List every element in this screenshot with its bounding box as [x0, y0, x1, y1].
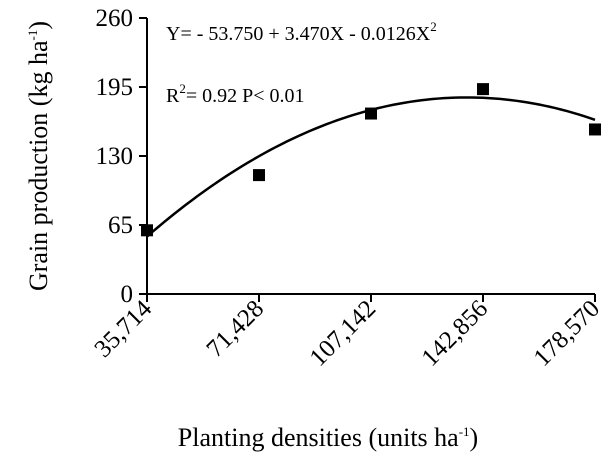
y-ticks: 0 65 130 195 260	[96, 5, 147, 308]
data-point	[253, 169, 265, 182]
y-tick-label: 195	[96, 74, 134, 101]
x-tick-label: 178,570	[529, 295, 601, 372]
x-ticks: 35,714 71,428 107,142 142,856 178,570	[90, 294, 601, 372]
y-axis-title-sup: -1	[25, 30, 40, 41]
x-axis-title-tail: )	[470, 423, 479, 452]
x-axis-title-main: Planting densities (units ha	[178, 423, 459, 452]
equation-superscript: 2	[430, 19, 437, 34]
data-point	[365, 107, 377, 120]
y-tick-label: 0	[121, 281, 134, 308]
y-tick-label: 65	[108, 212, 133, 239]
data-point	[141, 224, 153, 237]
data-point	[589, 123, 601, 136]
data-points	[141, 83, 601, 237]
r2-value: = 0.92 P< 0.01	[186, 85, 305, 107]
y-axis-title-main: Grain production (kg ha	[24, 40, 53, 291]
y-axis-title: Grain production (kg ha-1)	[24, 21, 53, 291]
x-axis-title: Planting densities (units ha-1)	[178, 423, 478, 452]
x-tick-label: 71,428	[202, 295, 270, 363]
x-tick-label: 107,142	[305, 295, 382, 372]
r2-annotation: R2= 0.92 P< 0.01	[166, 81, 305, 107]
x-tick-label: 142,856	[417, 295, 494, 372]
y-tick-label: 260	[96, 5, 134, 32]
y-axis-title-tail: )	[24, 21, 53, 30]
r2-superscript: 2	[179, 81, 186, 96]
x-axis-title-sup: -1	[459, 424, 470, 439]
x-axis: 35,714 71,428 107,142 142,856 178,570	[90, 293, 601, 372]
equation-text: Y= - 53.750 + 3.470X - 0.0126X	[166, 23, 431, 45]
equation-annotation: Y= - 53.750 + 3.470X - 0.0126X2	[166, 19, 437, 45]
y-tick-label: 130	[96, 143, 134, 170]
data-point	[477, 83, 489, 96]
y-axis: 0 65 130 195 260	[96, 5, 148, 308]
r2-letter: R	[166, 85, 180, 107]
